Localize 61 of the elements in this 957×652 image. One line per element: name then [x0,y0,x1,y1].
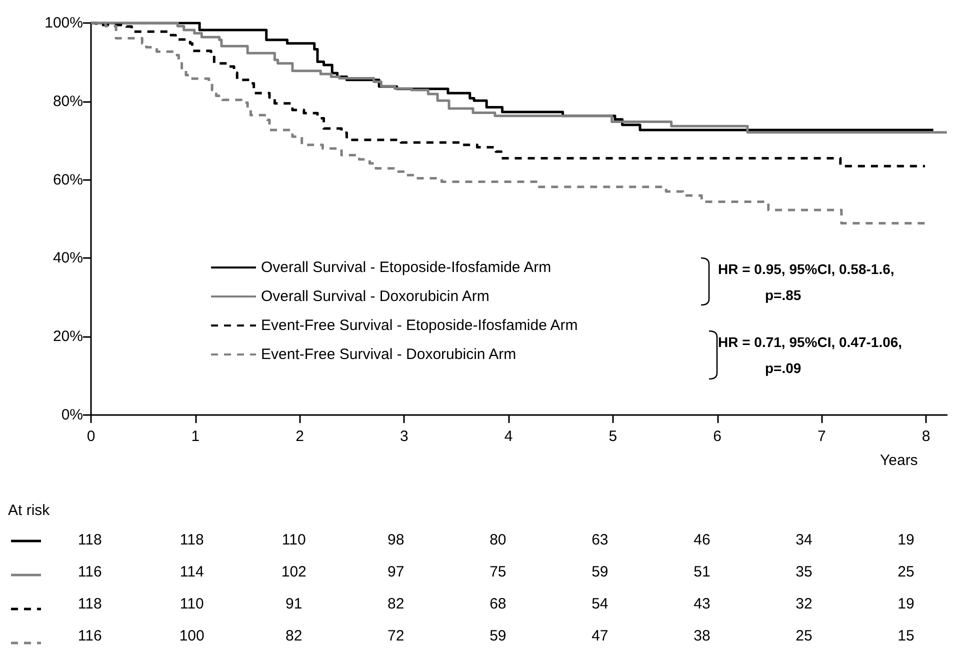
y-tick-label: 40% [52,250,83,267]
data-label: 59 [490,628,506,644]
data-label: 118 [180,532,204,548]
annotation: HR = 0.95, 95%CI, 0.58-1.6, [718,261,894,277]
data-label: 100 [179,628,204,644]
x-tick-label: 2 [296,428,304,445]
data-label: 38 [694,628,710,644]
x-axis-title: Years [880,452,918,469]
x-tick-label: 6 [713,428,722,445]
data-label: 51 [694,564,710,580]
data-label: 80 [490,532,506,548]
y-tick-label: 60% [52,171,83,188]
data-label: 98 [388,532,404,548]
y-tick-label: 0% [61,406,83,424]
data-label: 15 [898,628,914,644]
data-label: 116 [78,628,102,644]
legend-label: Event-Free Survival - Etoposide-Ifosfamide Arm [261,317,578,334]
annotation: p=.09 [765,360,802,376]
x-tick-label: 3 [400,428,408,445]
data-label: 68 [490,596,506,612]
annotation: p=.85 [765,287,802,303]
data-label: 82 [286,628,302,644]
legend-label: Event-Free Survival - Doxorubicin Arm [261,346,516,363]
data-label: 116 [78,564,102,580]
legend-label: Overall Survival - Etoposide-Ifosfamide Arm [261,259,552,276]
data-label: 102 [281,564,306,580]
data-label: 43 [694,596,710,612]
x-tick-label: 0 [86,428,96,445]
data-label: 59 [592,564,608,580]
data-label: 54 [592,596,608,612]
y-tick-label: 80% [52,92,83,110]
legend-label: Overall Survival - Doxorubicin Arm [261,288,490,305]
data-label: 118 [78,596,102,612]
data-label: 118 [78,532,102,548]
annotation: HR = 0.71, 95%CI, 0.47-1.06, [718,334,902,350]
data-label: 19 [898,596,914,612]
data-label: 25 [796,628,812,644]
data-label: 25 [898,564,914,580]
data-label: 19 [898,532,914,548]
data-label: 82 [388,596,404,612]
data-label: 114 [180,564,204,580]
x-tick-label: 7 [817,428,826,445]
data-label: 110 [180,596,204,612]
data-label: 63 [592,532,608,548]
data-label: 72 [388,628,404,644]
data-label: 47 [592,628,608,644]
data-label: 35 [796,564,812,580]
x-tick-label: 5 [608,428,618,445]
data-label: 34 [796,532,812,548]
data-label: 91 [286,596,302,612]
data-label: 32 [796,596,812,612]
data-label: 46 [694,532,710,548]
y-tick-label: 20% [52,328,83,346]
chart-title: At risk [8,502,50,519]
data-label: 75 [490,564,506,580]
data-label: 97 [388,564,404,580]
x-tick-label: 4 [504,428,513,445]
y-tick-label: 100% [44,14,83,32]
x-tick-label: 1 [191,428,200,445]
x-tick-label: 8 [922,428,930,445]
data-label: 110 [282,532,306,548]
